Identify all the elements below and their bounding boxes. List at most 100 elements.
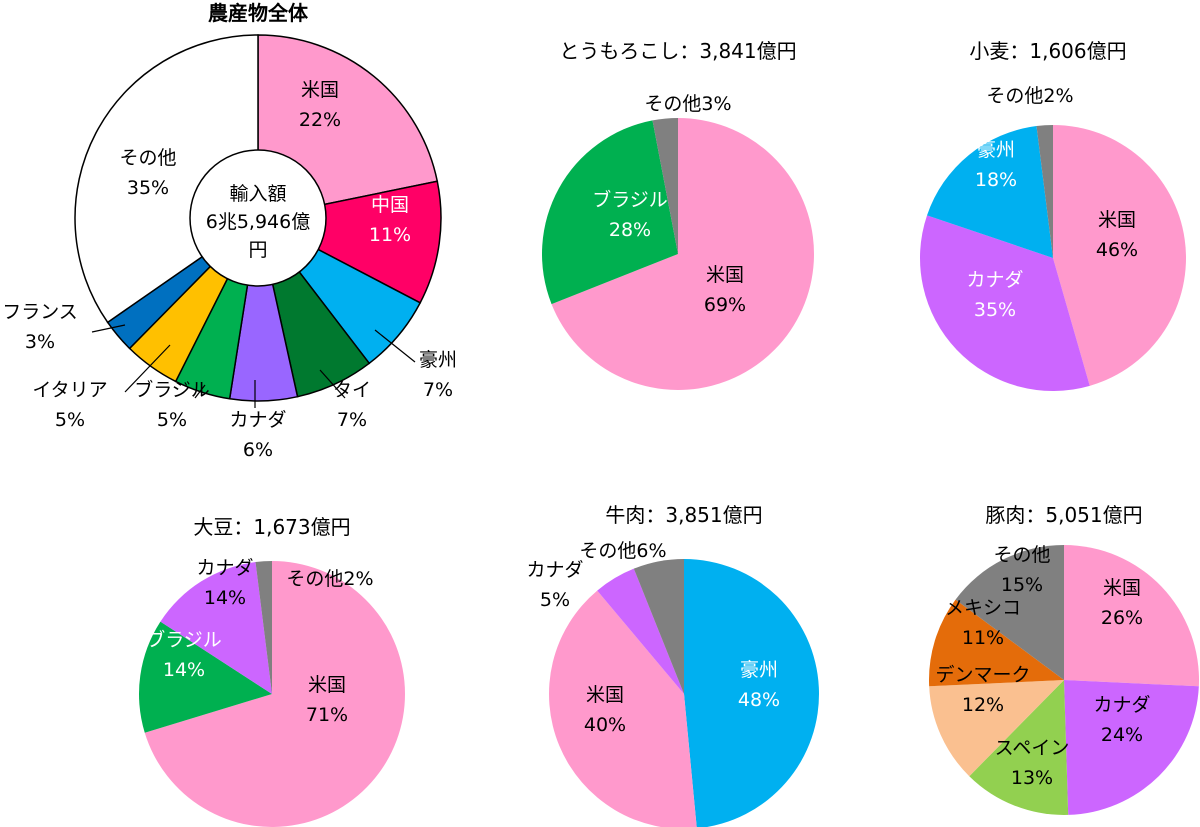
pie-slice	[955, 545, 1064, 680]
data-label-name: カナダ	[196, 557, 253, 579]
pie-slice	[255, 561, 272, 694]
data-label: その他3%	[644, 93, 731, 115]
data-label-value: 22%	[299, 109, 341, 131]
data-label-value: 13%	[1011, 767, 1053, 789]
pie-slice	[1036, 125, 1053, 258]
data-label-name: メキシコ	[945, 597, 1021, 619]
data-label-value: 18%	[975, 169, 1017, 191]
data-label-value: 46%	[1096, 239, 1138, 261]
leader-line	[124, 344, 171, 393]
data-label-value: 3%	[25, 331, 55, 353]
data-label-value: 6%	[243, 439, 273, 461]
data-label-value: 28%	[609, 219, 651, 241]
data-label-value: 7%	[337, 409, 367, 431]
data-label-name: フランス	[2, 301, 78, 323]
data-label-name: 米国	[308, 674, 346, 696]
center-label: 輸入額	[229, 183, 286, 205]
data-label-value: 15%	[1001, 574, 1043, 596]
pie-slice	[969, 680, 1069, 815]
chart-title: 農産物全体	[208, 1, 309, 25]
data-label-name: ブラジル	[592, 188, 668, 211]
leader-line	[319, 369, 346, 399]
data-label-value: 14%	[163, 659, 205, 681]
data-label-name: 米国	[706, 264, 744, 286]
chart-title: 牛肉：3,851億円	[605, 503, 762, 527]
data-label-value: 11%	[369, 224, 411, 246]
data-label: その他2%	[286, 568, 373, 590]
data-label-value: 35%	[127, 177, 169, 199]
data-label-name: その他	[993, 544, 1050, 566]
data-label-name: ブラジル	[134, 378, 210, 401]
data-label-name: 米国	[586, 684, 624, 706]
pie-slice	[160, 562, 272, 694]
data-label-name: 豪州	[419, 349, 457, 371]
data-label-name: ブラジル	[146, 628, 222, 651]
donut-hole	[189, 149, 327, 287]
pie-slice	[597, 568, 684, 694]
data-label-name: 豪州	[740, 659, 778, 681]
pie-slice	[549, 590, 697, 827]
data-label-value: 40%	[584, 714, 626, 736]
data-label-name: イタリア	[32, 379, 107, 401]
data-label-name: カナダ	[966, 269, 1023, 291]
data-label-name: スペイン	[995, 737, 1070, 759]
data-label-value: 5%	[540, 589, 570, 611]
data-label-value: 35%	[974, 299, 1016, 321]
center-label: 円	[248, 239, 267, 261]
data-label-name: カナダ	[526, 559, 583, 581]
chart-title: 豚肉：5,051億円	[985, 503, 1142, 527]
data-label-value: 48%	[738, 689, 780, 711]
data-label-name: カナダ	[1093, 694, 1150, 716]
data-label-name: 中国	[371, 194, 409, 216]
data-label-value: 11%	[962, 627, 1004, 649]
data-label-name: その他	[119, 147, 176, 169]
pie-slice	[144, 561, 405, 827]
chart-title: とうもろこし：3,841億円	[559, 39, 796, 63]
leader-line	[91, 324, 126, 333]
pie-slice	[927, 126, 1053, 258]
data-label-value: 14%	[204, 587, 246, 609]
data-label-name: デンマーク	[935, 664, 1030, 686]
data-label-name: 豪州	[977, 139, 1015, 161]
pie-slice	[652, 118, 678, 254]
pie-slice	[551, 118, 814, 391]
data-label-value: 7%	[423, 379, 453, 401]
pie-slice	[542, 120, 678, 305]
data-label: その他2%	[986, 85, 1073, 107]
data-label-name: 米国	[301, 79, 339, 101]
data-label-name: 米国	[1103, 577, 1141, 599]
data-label-value: 26%	[1101, 607, 1143, 629]
chart-title: 大豆：1,673億円	[193, 515, 350, 539]
data-label-value: 71%	[306, 704, 348, 726]
pie-slice	[684, 559, 819, 827]
center-label: 6兆5,946億	[206, 211, 310, 233]
data-label-value: 24%	[1101, 724, 1143, 746]
pie-slice	[920, 215, 1090, 392]
data-label-name: タイ	[333, 379, 371, 401]
pie-slice	[1064, 545, 1199, 687]
pie-slice	[633, 559, 684, 694]
leader-line	[374, 329, 416, 363]
pie-slice	[139, 621, 272, 733]
data-label: その他6%	[579, 540, 666, 562]
data-label-value: 12%	[962, 694, 1004, 716]
chart-title: 小麦：1,606億円	[969, 39, 1126, 63]
pie-slice	[1064, 680, 1199, 815]
data-label-name: カナダ	[229, 409, 286, 431]
data-label-value: 69%	[704, 294, 746, 316]
data-label-value: 5%	[55, 409, 85, 431]
data-label-value: 5%	[157, 409, 187, 431]
leader-line	[194, 384, 206, 399]
pie-slice	[929, 680, 1064, 777]
pie-slice	[929, 599, 1064, 687]
pie-slice	[1053, 125, 1187, 386]
data-label-name: 米国	[1098, 209, 1136, 231]
pie-slice	[74, 34, 259, 324]
